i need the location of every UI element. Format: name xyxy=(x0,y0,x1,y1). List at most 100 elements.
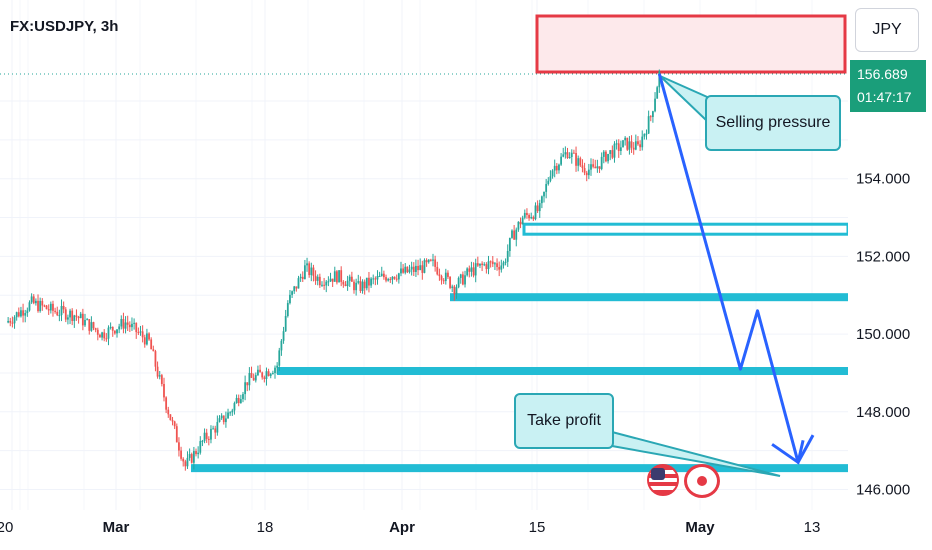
candle-body xyxy=(265,371,268,379)
candle-body xyxy=(560,156,562,165)
take-profit-callout[interactable]: Take profit xyxy=(514,393,614,449)
candle-body xyxy=(652,111,654,118)
candle-body xyxy=(276,365,279,368)
projection-arrowhead xyxy=(771,439,805,465)
candle-body xyxy=(94,328,97,330)
candle-body xyxy=(49,303,52,311)
candle-body xyxy=(257,369,259,376)
candle-body xyxy=(453,286,456,295)
candle-body xyxy=(7,320,10,323)
time-tick-label: May xyxy=(685,519,715,536)
candle-body xyxy=(511,230,513,238)
candle-body xyxy=(573,152,575,154)
candle-body xyxy=(491,261,494,265)
us-flag-icon[interactable] xyxy=(647,464,679,496)
candle-body xyxy=(261,372,264,378)
candle-body xyxy=(637,141,639,145)
candle-body xyxy=(269,373,272,376)
candle-body xyxy=(306,263,308,266)
candle-body xyxy=(436,266,439,275)
candle-body xyxy=(246,382,249,386)
candle-body xyxy=(551,170,554,177)
candle-body xyxy=(39,300,42,312)
candle-body xyxy=(449,276,451,288)
candle-body xyxy=(570,152,573,158)
candle-body xyxy=(496,263,498,267)
candle-body xyxy=(562,154,565,157)
candle-body xyxy=(624,137,627,141)
candle-body xyxy=(483,264,486,266)
candle-body xyxy=(457,277,460,288)
candle-body xyxy=(109,326,112,328)
candle-body xyxy=(293,286,296,292)
candle-body xyxy=(476,263,479,266)
candle-body xyxy=(508,237,511,251)
candle-body xyxy=(393,276,396,279)
candle-body xyxy=(645,133,648,135)
candle-body xyxy=(654,98,656,112)
candle-body xyxy=(357,281,360,283)
candle-body xyxy=(415,265,417,272)
candle-body xyxy=(301,276,304,279)
candle-body xyxy=(186,457,189,467)
candle-body xyxy=(62,305,65,310)
candle-body xyxy=(323,284,326,286)
candle-body xyxy=(120,319,123,327)
candle-body xyxy=(630,141,633,148)
candle-body xyxy=(350,276,353,282)
currency-button[interactable]: JPY xyxy=(855,8,919,52)
candle-body xyxy=(432,259,434,261)
candle-body xyxy=(587,169,590,176)
candle-body xyxy=(45,305,48,310)
projection-path xyxy=(657,73,815,464)
candle-body xyxy=(111,326,114,331)
candle-body xyxy=(122,319,125,329)
candle-body xyxy=(583,168,586,173)
candle-body xyxy=(295,286,298,289)
candle-body xyxy=(421,265,424,273)
candle-body xyxy=(423,260,426,273)
candle-body xyxy=(412,266,415,272)
candle-body xyxy=(447,272,449,277)
candle-body xyxy=(229,412,232,414)
projection-arrow xyxy=(657,73,815,465)
candle-body xyxy=(135,322,138,333)
candle-body xyxy=(402,268,405,273)
candle-body xyxy=(141,331,144,338)
candle-body xyxy=(459,274,462,278)
candle-body xyxy=(148,333,150,340)
candle-body xyxy=(75,315,78,317)
candle-body xyxy=(175,426,178,443)
candle-body xyxy=(406,266,409,273)
candle-body xyxy=(615,143,618,145)
candle-body xyxy=(280,340,283,351)
candle-body xyxy=(340,270,343,282)
candle-body xyxy=(333,271,336,282)
candle-body xyxy=(22,310,24,316)
candle-body xyxy=(47,309,50,311)
candle-body xyxy=(58,315,61,317)
candle-body xyxy=(656,87,659,99)
candle-body xyxy=(353,281,355,291)
candle-body xyxy=(598,166,601,169)
symbol-title: FX:USDJPY, 3h xyxy=(10,18,119,35)
candle-body xyxy=(506,250,509,262)
candle-body xyxy=(489,261,492,263)
price-axis-labels: 146.000 148.000 150.000 152.000 154.000 xyxy=(856,171,910,499)
candle-body xyxy=(105,338,108,340)
candle-body xyxy=(235,397,238,404)
japan-flag-icon[interactable] xyxy=(684,464,720,498)
candle-body xyxy=(395,278,398,280)
candle-body xyxy=(440,276,443,281)
candle-body xyxy=(318,276,321,286)
candle-body xyxy=(67,317,69,320)
time-tick-label: 13 xyxy=(804,519,821,536)
candle-body xyxy=(547,180,550,185)
candle-body xyxy=(427,259,430,263)
time-tick-label: 20 xyxy=(0,519,13,536)
selling-pressure-callout[interactable]: Selling pressure xyxy=(705,95,841,151)
candle-body xyxy=(387,278,390,281)
price-tick-label: 154.000 xyxy=(856,171,910,188)
candle-body xyxy=(585,172,588,176)
